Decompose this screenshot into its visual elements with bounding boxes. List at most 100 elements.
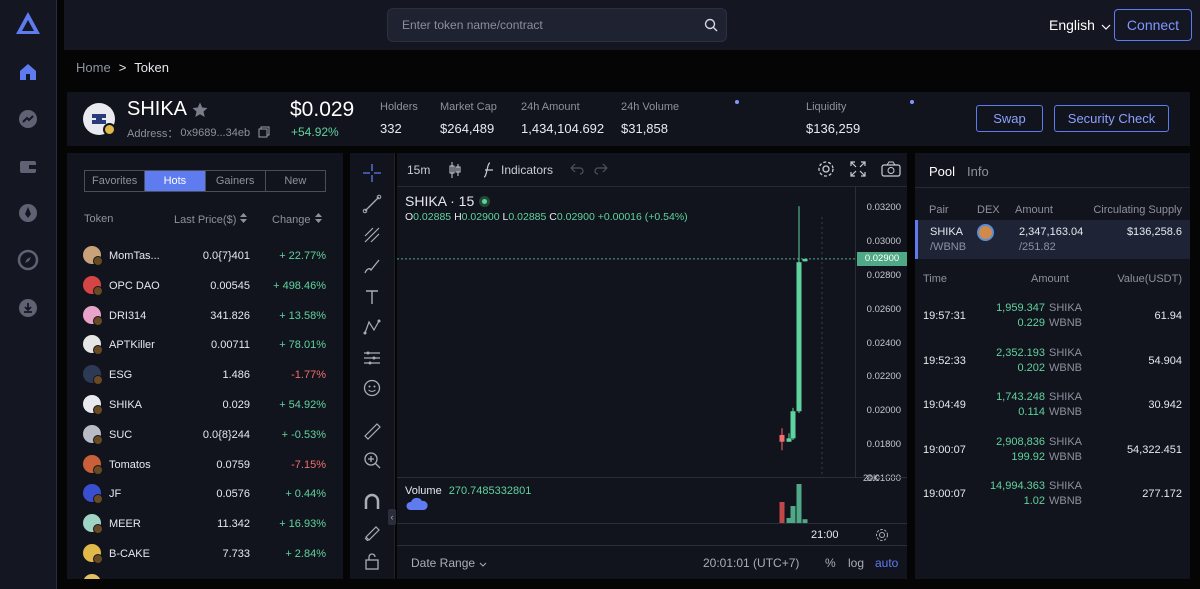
settings-icon[interactable] — [817, 160, 835, 181]
tx-row[interactable]: 19:04:49 1,743.248 SHIKA 0.114 WBNB 30.942 — [915, 382, 1190, 426]
compass-icon[interactable] — [14, 246, 42, 274]
tab-pool[interactable]: Pool — [929, 164, 956, 179]
token-row[interactable]: ESG 1.486 -1.77% — [67, 361, 343, 391]
ohlc-c: 0.02900 — [556, 211, 595, 223]
token-row[interactable]: MEER 11.342 + 16.93% — [67, 510, 343, 540]
tab-hots[interactable]: Hots — [145, 171, 206, 191]
auto-toggle[interactable]: auto — [875, 556, 899, 570]
candle-plot[interactable]: SHIKA · 15 O0.02885 H0.02900 L0.02885 C0… — [397, 187, 855, 477]
date-range-select[interactable]: Date Range — [411, 556, 487, 570]
token-row[interactable]: SHIKA 0.029 + 54.92% — [67, 391, 343, 421]
pool-row[interactable]: SHIKA /WBNB 2,347,163.04 /251.82 $136,25… — [915, 220, 1190, 259]
ohlc-readout: O0.02885 H0.02900 L0.02885 C0.02900 +0.0… — [405, 211, 688, 223]
language-select[interactable]: English — [1049, 17, 1111, 33]
header-last-price[interactable]: Last Price($) — [174, 213, 248, 226]
volume-bar — [779, 502, 785, 524]
token-row[interactable]: Tomatos 0.0759 -7.15% — [67, 451, 343, 481]
token-name: JF — [109, 488, 122, 501]
magnet-icon[interactable] — [361, 491, 383, 513]
token-price: 11.342 — [217, 518, 250, 531]
trend-line-icon[interactable] — [361, 193, 383, 215]
indicators-button[interactable]: Indicators — [501, 163, 554, 177]
token-name: APTKiller — [109, 339, 155, 352]
rocket-icon[interactable] — [14, 199, 42, 227]
star-icon[interactable] — [191, 101, 209, 124]
fib-tool-icon[interactable] — [361, 224, 383, 246]
crosshair-icon[interactable] — [361, 162, 383, 184]
token-row[interactable]: SUC 0.0{8}244 + -0.53% — [67, 421, 343, 451]
security-check-button[interactable]: Security Check — [1054, 105, 1169, 132]
tab-favorites[interactable]: Favorites — [85, 171, 146, 191]
header-token-label: Token — [84, 213, 114, 225]
tx-row[interactable]: 19:00:07 2,908,836 SHIKA 199.92 WBNB 54,322.4… — [915, 427, 1190, 471]
token-price: $0.029 — [290, 98, 355, 121]
token-price: 0.00711 — [211, 339, 250, 352]
stat-liquidity: Liquidity $136,259 — [806, 101, 860, 136]
unlock-icon[interactable] — [361, 550, 383, 572]
brush-icon[interactable] — [361, 255, 383, 277]
breadcrumb-home[interactable]: Home — [76, 60, 111, 75]
tx-row[interactable]: 19:00:07 14,994.363 SHIKA 1.02 WBNB 277.172 — [915, 471, 1190, 515]
time-axis[interactable]: 21:00 — [397, 523, 907, 545]
emoji-icon[interactable] — [361, 377, 383, 399]
log-toggle[interactable]: log — [848, 556, 865, 570]
stat-24h-amount: 24h Amount 1,434,104.692 — [521, 101, 604, 136]
tx-symbol-2: WBNB — [1049, 317, 1082, 329]
header-change[interactable]: Change — [272, 213, 322, 226]
token-row[interactable]: JF 0.0576 + 0.44% — [67, 480, 343, 510]
sort-icon — [314, 213, 322, 226]
tx-row[interactable]: 19:52:33 2,352.193 SHIKA 0.202 WBNB 54.904 — [915, 338, 1190, 382]
copy-icon[interactable] — [258, 126, 270, 141]
ohlc-o: 0.02885 — [413, 211, 452, 223]
ruler-icon[interactable] — [361, 420, 383, 442]
candle-type-icon[interactable] — [448, 161, 462, 182]
token-row[interactable]: PEEL 0.0300 -5.03% — [67, 570, 343, 579]
lock-drawings-icon[interactable] — [361, 520, 383, 542]
tab-new[interactable]: New — [284, 175, 307, 187]
token-name: DRI314 — [109, 309, 147, 322]
interval-select[interactable]: 15m — [407, 163, 431, 177]
divider — [915, 187, 1190, 188]
prediction-tool-icon[interactable] — [361, 347, 383, 369]
chart-footer: Date Range 20:01:01 (UTC+7) % log auto — [397, 545, 907, 579]
token-avatar — [83, 335, 103, 356]
logo-icon[interactable] — [14, 10, 42, 38]
tx-time: 19:00:07 — [923, 443, 966, 456]
undo-icon[interactable] — [570, 163, 584, 178]
breadcrumb-separator: > — [118, 60, 127, 75]
swap-button[interactable]: Swap — [976, 105, 1043, 132]
token-row[interactable]: MomTas... 0.0{7}401 + 22.77% — [67, 242, 343, 272]
tx-row[interactable]: 19:57:31 1,959.347 SHIKA 0.229 WBNB 61.94 — [915, 293, 1190, 337]
connect-button[interactable]: Connect — [1114, 9, 1192, 41]
pattern-tool-icon[interactable] — [361, 316, 383, 338]
fullscreen-icon[interactable] — [850, 161, 866, 180]
redo-icon[interactable] — [594, 163, 608, 178]
address-label: Address： — [127, 128, 179, 140]
camera-icon[interactable] — [881, 161, 901, 180]
stat-value: $264,489 — [440, 121, 495, 136]
search-input[interactable] — [402, 9, 692, 41]
tab-gainers[interactable]: Gainers — [206, 171, 266, 191]
chart-symbol-title: SHIKA · 15 — [405, 193, 475, 209]
tab-info[interactable]: Info — [967, 164, 989, 179]
sort-icon — [240, 213, 248, 226]
indicators-icon[interactable] — [481, 161, 497, 182]
token-avatar — [83, 305, 103, 326]
home-icon[interactable] — [14, 58, 42, 86]
price-axis[interactable]: 0.03200 0.03000 0.02800 0.02600 0.02400 0.022… — [855, 187, 907, 484]
candle — [796, 206, 802, 413]
token-change: + -0.53% — [281, 428, 326, 441]
percent-toggle[interactable]: % — [825, 556, 836, 570]
collapse-toolbar-icon[interactable]: ‹ — [388, 509, 396, 525]
axis-settings-icon[interactable] — [875, 528, 889, 547]
chart-trend-icon[interactable] — [14, 105, 42, 133]
token-row[interactable]: DRI314 341.826 + 13.58% — [67, 302, 343, 332]
text-tool-icon[interactable] — [361, 286, 383, 308]
wallet-icon[interactable] — [14, 152, 42, 180]
token-row[interactable]: APTKiller 0.00711 + 78.01% — [67, 331, 343, 361]
token-row[interactable]: B-CAKE 7.733 + 2.84% — [67, 540, 343, 570]
search-icon[interactable] — [704, 18, 718, 37]
zoom-in-icon[interactable] — [361, 449, 383, 471]
token-row[interactable]: OPC DAO 0.00545 + 498.46% — [67, 272, 343, 302]
download-icon[interactable] — [14, 294, 42, 322]
